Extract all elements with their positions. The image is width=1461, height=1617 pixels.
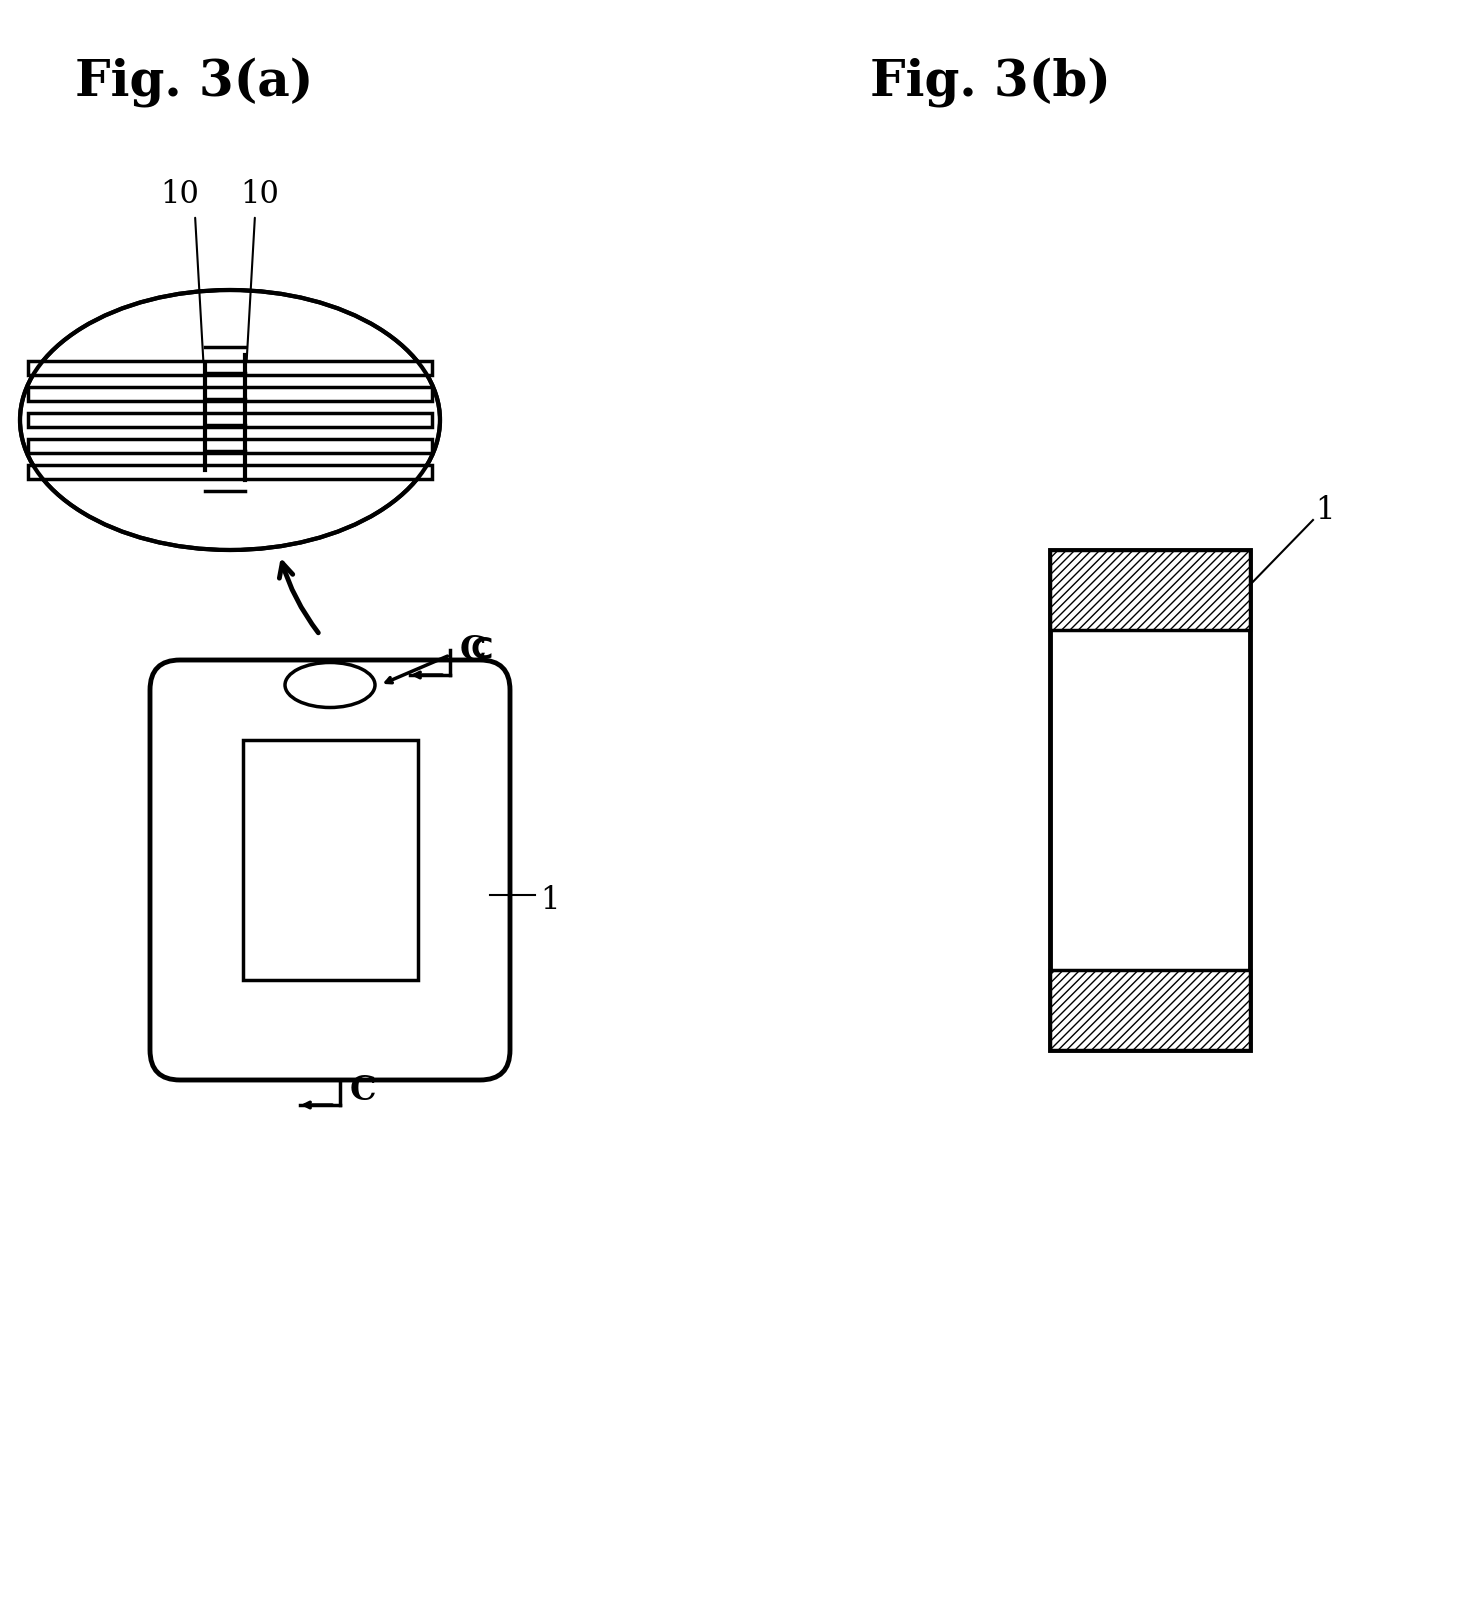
Bar (1050, 970, 1251, 1049)
Ellipse shape (285, 663, 375, 708)
Text: 10: 10 (241, 179, 279, 210)
FancyBboxPatch shape (150, 660, 510, 1080)
Text: C: C (351, 1074, 377, 1106)
Text: 10: 10 (161, 179, 200, 210)
Text: C: C (460, 634, 487, 666)
Bar (1050, 550, 1251, 1049)
Bar (28, 386, 432, 401)
Bar (28, 412, 432, 427)
Bar (28, 438, 432, 453)
Bar (28, 361, 432, 375)
Ellipse shape (20, 289, 440, 550)
Text: 1: 1 (541, 884, 560, 915)
Text: 1: 1 (1315, 495, 1334, 526)
Bar (243, 741, 418, 980)
Text: C: C (470, 635, 492, 665)
Text: Fig. 3(a): Fig. 3(a) (75, 57, 313, 107)
Bar (1050, 550, 1251, 631)
Text: Fig. 3(b): Fig. 3(b) (869, 57, 1110, 107)
Bar (28, 466, 432, 479)
